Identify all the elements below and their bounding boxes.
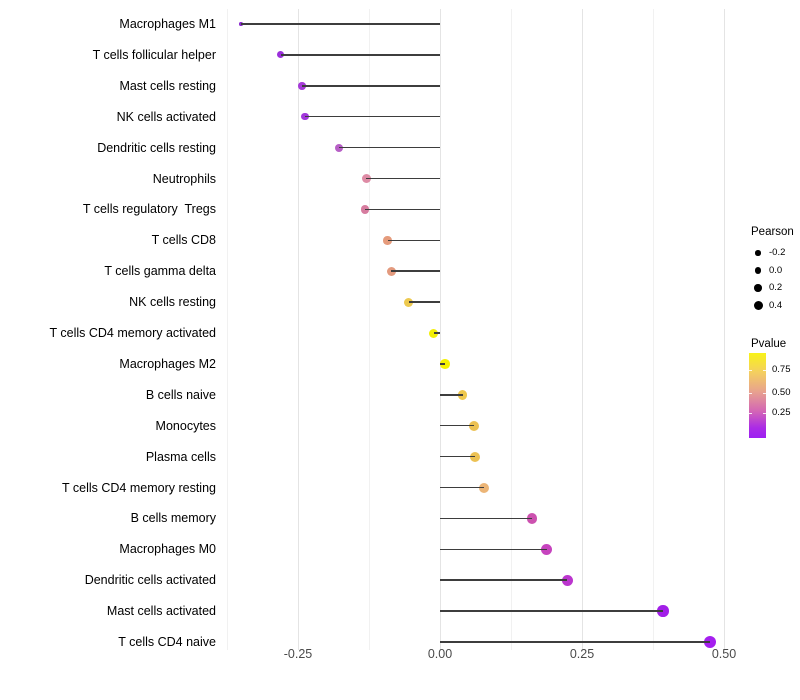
lollipop-stem [440,394,463,396]
lollipop-stem [440,610,664,612]
colorbar-tick [763,392,766,394]
size-legend-label: 0.0 [769,264,783,276]
y-axis-label: NK cells resting [129,295,216,310]
y-axis-label: Plasma cells [145,449,216,464]
size-legend-dot [753,301,763,310]
y-axis-label: B cells memory [130,511,216,526]
y-axis-label: Dendritic cells activated [84,573,216,588]
data-point [541,543,553,555]
pvalue-colorbar [749,353,766,438]
lollipop-stem [301,85,440,87]
lollipop-stem [440,517,533,520]
data-point [469,420,480,431]
y-axis-label: Macrophages M2 [119,356,216,371]
gridline-minor [368,9,370,650]
size-legend-title: Pearson [751,226,794,238]
y-axis-label: NK cells activated [116,109,216,124]
data-point [457,390,468,400]
data-point [561,574,573,586]
data-point [703,636,716,648]
y-axis-label: T cells regulatory Tregs [82,202,216,217]
lollipop-stem [440,424,475,427]
data-point [470,451,481,462]
lollipop-stem [280,54,440,56]
lollipop-stem [440,641,710,643]
y-axis-label: Macrophages M0 [119,542,216,557]
data-point [526,513,538,524]
x-axis-tick-label: 0.50 [711,647,737,661]
gridline-major [297,9,299,650]
lollipop-stem [440,363,446,365]
gridline-major [439,9,441,650]
lollipop-stem [241,23,440,25]
colorbar-tick [763,370,766,371]
lollipop-stem [365,208,440,211]
colorbar-tick [749,392,752,394]
y-axis-label: Monocytes [155,418,216,433]
colorbar-tick [763,413,766,415]
lollipop-stem [440,548,547,551]
gridline-minor [510,9,512,650]
y-axis-label: Mast cells activated [106,604,216,619]
gridline-major [723,9,725,650]
colorbar-tick [749,413,752,415]
lollipop-stem [387,239,440,242]
y-axis-label: T cells CD4 memory resting [62,480,216,495]
y-axis-label: Macrophages M1 [119,17,216,31]
y-axis-label: B cells naive [145,387,216,402]
lollipop-stem [440,455,476,458]
colorbar-tick-label: 0.75 [772,364,791,375]
plot-panel [218,9,732,650]
data-point [478,482,489,493]
colorbar-tick-label: 0.25 [772,407,791,419]
size-legend-dot [755,250,761,256]
y-axis-label: Neutrophils [152,171,216,186]
lollipop-stem [440,486,484,489]
colorbar-tick-label: 0.50 [772,386,791,398]
colorbar-tick [749,370,752,371]
size-legend-label: 0.4 [769,299,783,311]
x-axis-tick-label: 0.25 [569,647,595,661]
x-axis-tick-label: -0.25 [283,647,313,661]
y-axis-label: T cells follicular helper [92,47,216,62]
y-axis-label: T cells gamma delta [104,264,216,279]
lollipop-stem [433,332,440,334]
legend: Pearson -0.2 0.0 0.2 0.4 Pvalue 0.75 0.50 0.2… [740,0,800,700]
lollipop-stem [391,270,440,272]
lollipop-stem [440,579,568,581]
y-axis-label: Mast cells resting [119,78,216,93]
lollipop-stem [366,177,440,180]
gridline-minor [652,9,654,650]
lollipop-stem [408,301,440,303]
y-axis-label: Dendritic cells resting [97,140,216,155]
y-axis-label: T cells CD4 memory activated [49,326,217,340]
size-legend-dot [754,284,762,292]
size-legend-label: 0.2 [769,282,783,293]
size-legend-dot [754,267,762,274]
data-point [440,359,450,369]
data-point [657,605,669,617]
lollipop-stem [338,146,440,149]
gridline-major [581,9,583,650]
y-axis-label: T cells CD8 [151,233,216,248]
y-axis-label: T cells CD4 naive [118,635,216,649]
size-legend-label: -0.2 [769,247,786,258]
gridline-minor [226,9,228,650]
color-legend-title: Pvalue [751,338,787,350]
x-axis-tick-label: 0.00 [427,647,453,661]
lollipop-stem [304,115,440,118]
